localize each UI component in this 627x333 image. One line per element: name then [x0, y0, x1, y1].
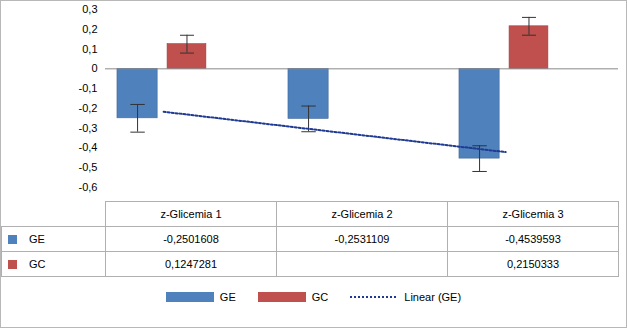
html-text:GC: GC — [29, 258, 46, 270]
html-text:GE: GE — [29, 233, 45, 245]
html-text:0,1247281: 0,1247281 — [165, 258, 217, 270]
html-text:GC: GC — [311, 291, 329, 303]
svg-text:-0,6: -0,6 — [79, 181, 98, 193]
html-text:Linear (GE): Linear (GE) — [404, 291, 462, 303]
svg-text:-0,5: -0,5 — [79, 161, 98, 173]
html-text:-0,2531109: -0,2531109 — [334, 233, 390, 245]
svg-text:0: 0 — [91, 62, 97, 74]
html-text:z-Glicemia 1: z-Glicemia 1 — [160, 208, 222, 220]
svg-text:-0,2: -0,2 — [79, 102, 98, 114]
html-text:0,2150333: 0,2150333 — [507, 258, 559, 270]
html-text:z-Glicemia 3: z-Glicemia 3 — [502, 208, 564, 220]
svg-text:-0,3: -0,3 — [79, 122, 98, 134]
html-text:GE: GE — [219, 291, 236, 303]
svg-text:-0,1: -0,1 — [79, 82, 98, 94]
html-text:-0,2501608: -0,2501608 — [163, 233, 219, 245]
svg-text:0,1: 0,1 — [82, 43, 97, 55]
html-text:-0,4539593: -0,4539593 — [505, 233, 561, 245]
html-text:z-Glicemia 2: z-Glicemia 2 — [331, 208, 393, 220]
svg-text:0,2: 0,2 — [82, 23, 97, 35]
svg-text:0,3: 0,3 — [82, 3, 97, 15]
svg-text:-0,4: -0,4 — [79, 141, 98, 153]
